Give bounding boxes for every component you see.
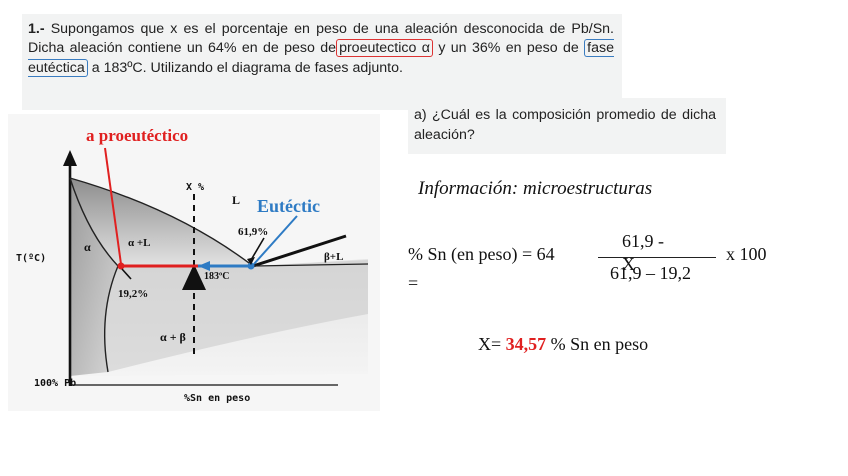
formula-label: % Sn (en peso) = 64 bbox=[408, 244, 555, 264]
liquidus-right bbox=[252, 234, 347, 268]
x-axis-label: %Sn en peso bbox=[184, 393, 250, 404]
fraction-bar bbox=[598, 257, 716, 259]
alpha-liquid-label: α +L bbox=[128, 237, 151, 249]
eutectic-composition-arrowhead bbox=[247, 257, 255, 265]
result-prefix: X= bbox=[478, 334, 506, 354]
eutectic-pointer-line bbox=[253, 215, 298, 265]
beta-liquid-label: β+L bbox=[324, 251, 343, 263]
proeutectic-pointer-line bbox=[104, 147, 122, 265]
liquid-label: L bbox=[232, 193, 240, 207]
fraction-x-variable: X bbox=[622, 254, 635, 274]
proeutectic-label: a proeutéctico bbox=[86, 126, 188, 145]
alpha-point-pointer bbox=[121, 268, 132, 280]
alpha-beta-region bbox=[104, 260, 369, 372]
solidus-left bbox=[69, 177, 119, 267]
times-100: x 100 bbox=[726, 244, 767, 264]
alpha-region bbox=[70, 178, 118, 376]
eutectic-temperature-label: 183ºC bbox=[204, 271, 230, 282]
alpha-composition-label: 19,2% bbox=[118, 288, 148, 300]
eutectic-point bbox=[247, 262, 255, 270]
x-percent-label: X % bbox=[186, 182, 204, 193]
alpha-liquid-region bbox=[70, 178, 253, 266]
eutectic-label: Eutéctic bbox=[257, 196, 320, 216]
information-heading: Información: microestructuras bbox=[418, 178, 653, 199]
alpha-label: α bbox=[84, 240, 91, 254]
composition-x-marker bbox=[182, 264, 206, 290]
liquidus-left bbox=[69, 177, 254, 267]
alpha-composition-point bbox=[117, 262, 125, 270]
result-value: 34,57 bbox=[505, 334, 547, 354]
question-background bbox=[408, 98, 726, 154]
result: X= 34,57 % Sn en peso bbox=[478, 330, 678, 358]
temperature-axis-label: T(ºC) bbox=[16, 253, 46, 264]
y-axis-arrow bbox=[63, 150, 77, 166]
formula-equals-sign: = bbox=[408, 273, 419, 293]
fraction-denominator: 61,9 – 19,2 bbox=[610, 263, 691, 283]
problem-statement: 1.- Supongamos que x es el porcentaje en… bbox=[28, 20, 614, 78]
problem-text-before: Supongamos que x es el porcentaje en pes… bbox=[28, 21, 614, 57]
problem-text-after: a 183ºC. Utilizando el diagrama de fases… bbox=[87, 59, 403, 76]
fraction-numerator: 61,9 - bbox=[622, 231, 664, 251]
problem-statement-background bbox=[22, 14, 622, 110]
eutectic-isotherm-right bbox=[252, 263, 369, 267]
problem-text-middle: y un 36% en peso de bbox=[432, 40, 585, 57]
solvus-left bbox=[103, 265, 119, 373]
eutectic-composition-pointer bbox=[250, 237, 265, 261]
eutectic-composition-label: 61,9% bbox=[238, 226, 268, 238]
result-suffix: % Sn en peso bbox=[546, 334, 649, 354]
problem-number: 1.- bbox=[28, 21, 45, 37]
pure-lead-label: 100% Pb bbox=[34, 378, 76, 389]
tie-line-arrow bbox=[198, 261, 210, 271]
phase-diagram: a proeutéctico X % L Eutéctic 61,9% α α … bbox=[16, 126, 369, 404]
question-a: a) ¿Cuál es la composición promedio de d… bbox=[414, 107, 716, 143]
eutectic-phase-highlight: fase eutéctica bbox=[28, 39, 614, 77]
proeutectic-highlight: proeutectico α bbox=[336, 39, 433, 58]
alpha-beta-label: α + β bbox=[160, 330, 186, 344]
